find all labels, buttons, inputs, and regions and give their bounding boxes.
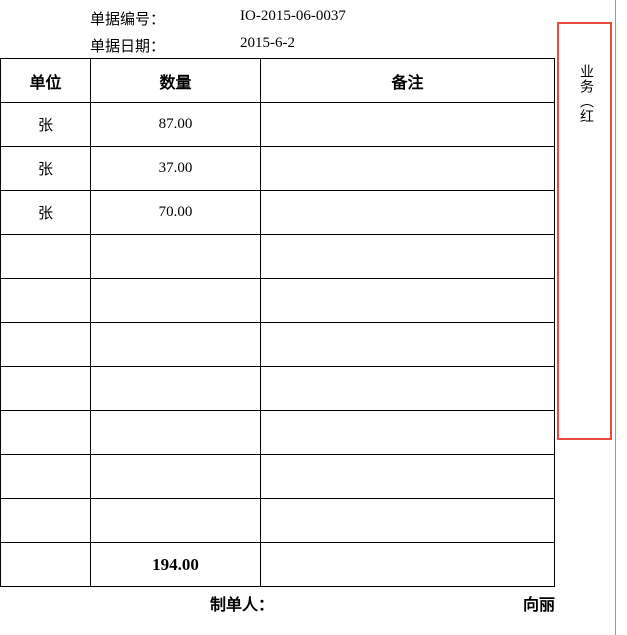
cell-note — [261, 411, 555, 455]
table-row: 张 87.00 — [1, 103, 555, 147]
side-vertical-text: 业务︵红 — [575, 64, 595, 124]
maker-value: 向丽 — [523, 591, 555, 615]
cell-note — [261, 499, 555, 543]
cell-note — [261, 191, 555, 235]
cell-qty: 37.00 — [91, 147, 261, 191]
cell-note — [261, 147, 555, 191]
header-area: 单据编号： IO-2015-06-0037 单据日期： 2015-6-2 — [90, 8, 346, 62]
table-row — [1, 411, 555, 455]
cell-qty: 87.00 — [91, 103, 261, 147]
table-row — [1, 279, 555, 323]
cell-unit — [1, 367, 91, 411]
cell-qty: 70.00 — [91, 191, 261, 235]
table-row — [1, 367, 555, 411]
cell-qty — [91, 367, 261, 411]
cell-unit — [1, 279, 91, 323]
cell-qty — [91, 279, 261, 323]
data-table: 单位 数量 备注 张 87.00 张 37.00 张 70.00 — [0, 58, 555, 587]
cell-unit — [1, 455, 91, 499]
col-header-qty: 数量 — [91, 59, 261, 103]
cell-note — [261, 279, 555, 323]
cell-qty — [91, 455, 261, 499]
cell-unit: 张 — [1, 191, 91, 235]
total-note — [261, 543, 555, 587]
table-row: 张 70.00 — [1, 191, 555, 235]
footer-row: 制单人： 向丽 — [0, 587, 555, 615]
cell-qty — [91, 323, 261, 367]
table-row — [1, 235, 555, 279]
cell-qty — [91, 235, 261, 279]
cell-unit: 张 — [1, 147, 91, 191]
col-header-note: 备注 — [261, 59, 555, 103]
doc-date-row: 单据日期： 2015-6-2 — [90, 35, 346, 56]
right-border-line — [615, 0, 616, 635]
cell-qty — [91, 411, 261, 455]
doc-date-value: 2015-6-2 — [240, 35, 295, 56]
cell-unit — [1, 323, 91, 367]
total-unit — [1, 543, 91, 587]
cell-unit — [1, 235, 91, 279]
cell-note — [261, 455, 555, 499]
cell-unit — [1, 411, 91, 455]
doc-no-label: 单据编号： — [90, 8, 240, 29]
table-row — [1, 499, 555, 543]
table-area: 单位 数量 备注 张 87.00 张 37.00 张 70.00 — [0, 58, 555, 615]
cell-note — [261, 235, 555, 279]
table-header-row: 单位 数量 备注 — [1, 59, 555, 103]
table-total-row: 194.00 — [1, 543, 555, 587]
cell-note — [261, 103, 555, 147]
doc-no-row: 单据编号： IO-2015-06-0037 — [90, 8, 346, 29]
table-row: 张 37.00 — [1, 147, 555, 191]
total-qty: 194.00 — [91, 543, 261, 587]
cell-qty — [91, 499, 261, 543]
table-row — [1, 455, 555, 499]
doc-date-label: 单据日期： — [90, 35, 240, 56]
table-row — [1, 323, 555, 367]
cell-note — [261, 323, 555, 367]
cell-unit: 张 — [1, 103, 91, 147]
col-header-unit: 单位 — [1, 59, 91, 103]
cell-note — [261, 367, 555, 411]
doc-no-value: IO-2015-06-0037 — [240, 8, 346, 29]
maker-label: 制单人： — [210, 591, 274, 615]
cell-unit — [1, 499, 91, 543]
